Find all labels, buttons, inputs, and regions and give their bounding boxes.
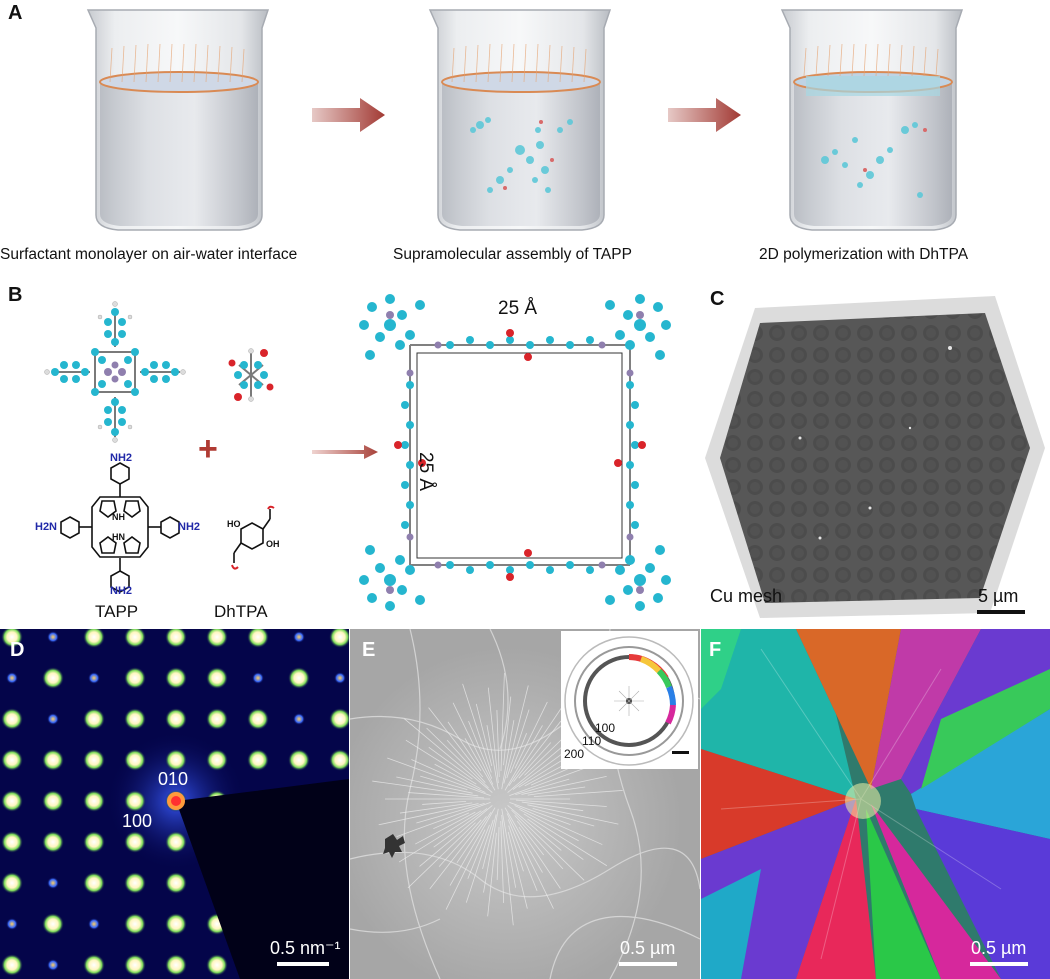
panel-c: C Cu mesh 5 µm xyxy=(700,278,1050,628)
caption-step-3: 2D polymerization with DhTPA xyxy=(759,246,969,263)
caption-step-1: Surfactant monolayer on air-water interf… xyxy=(0,246,298,263)
panel-d-letter: D xyxy=(10,639,25,661)
panel-e-letter: E xyxy=(362,639,376,661)
orientation-map xyxy=(701,629,1050,979)
cu-mesh-label: Cu mesh xyxy=(710,586,783,606)
panel-e: 100 110 200 E 0.5 µm xyxy=(350,629,700,979)
diffraction-pattern xyxy=(1,629,349,979)
panel-d-scale-bar xyxy=(277,962,329,966)
panel-c-letter: C xyxy=(710,288,725,310)
tapp-nh-inner: NH xyxy=(112,512,125,522)
panel-d: D 010 100 0.5 nm⁻¹ xyxy=(0,629,349,979)
tapp-skeletal-structure xyxy=(60,462,180,593)
tapp-nh2-bottom: NH2 xyxy=(110,585,133,597)
tapp-label: TAPP xyxy=(95,602,139,621)
panel-f-scale-label: 0.5 µm xyxy=(971,938,1027,958)
dhtpa-skeletal-structure xyxy=(231,505,275,570)
dhtpa-oh: OH xyxy=(266,539,280,549)
dhtpa-ho: HO xyxy=(227,519,241,529)
panel-e-scale-label: 0.5 µm xyxy=(620,938,676,958)
panel-f-scale-bar xyxy=(970,962,1028,966)
tapp-hn-inner: HN xyxy=(112,532,125,542)
arrow-2 xyxy=(668,98,741,132)
ring-index-200: 200 xyxy=(564,747,585,761)
beaker-3 xyxy=(780,9,964,231)
panel-d-scale-label: 0.5 nm⁻¹ xyxy=(270,938,341,958)
dhtpa-ball-stick-model xyxy=(228,348,274,402)
panel-a-illustration xyxy=(86,9,964,231)
arrow-1 xyxy=(312,98,385,132)
panel-c-scale-bar xyxy=(977,610,1025,614)
miller-index-010: 010 xyxy=(158,769,189,789)
cof-dimension-side: 25 Å xyxy=(415,452,436,492)
reaction-arrow xyxy=(312,445,378,459)
beaker-1 xyxy=(86,9,270,231)
tapp-ball-stick-model xyxy=(44,301,186,443)
panel-c-scale-label: 5 µm xyxy=(978,586,1019,606)
tapp-nh2-right: NH2 xyxy=(178,521,201,533)
cof-dimension-top: 25 Å xyxy=(498,298,538,319)
panel-f-letter: F xyxy=(709,639,722,661)
sem-image-cu-mesh xyxy=(700,278,1050,628)
saed-rings xyxy=(564,636,694,766)
panel-a: A xyxy=(0,0,1050,275)
panel-b: B + xyxy=(0,280,700,625)
miller-index-100: 100 xyxy=(122,811,153,831)
panel-e-scale-bar xyxy=(619,962,677,966)
plus-sign: + xyxy=(198,430,218,468)
beaker-2 xyxy=(428,9,612,231)
ring-index-100: 100 xyxy=(595,721,616,735)
tapp-h2n-left: H2N xyxy=(35,521,58,533)
cof-framework-model xyxy=(359,294,671,611)
dhtpa-label: DhTPA xyxy=(214,602,268,621)
panel-a-letter: A xyxy=(8,2,23,24)
caption-step-2: Supramolecular assembly of TAPP xyxy=(393,246,632,263)
panel-f: F 0.5 µm xyxy=(701,629,1050,979)
saed-inset: 100 110 200 xyxy=(561,631,698,769)
panel-b-letter: B xyxy=(8,284,23,306)
tapp-nh2-top: NH2 xyxy=(110,452,133,464)
ring-index-110: 110 xyxy=(582,734,602,748)
